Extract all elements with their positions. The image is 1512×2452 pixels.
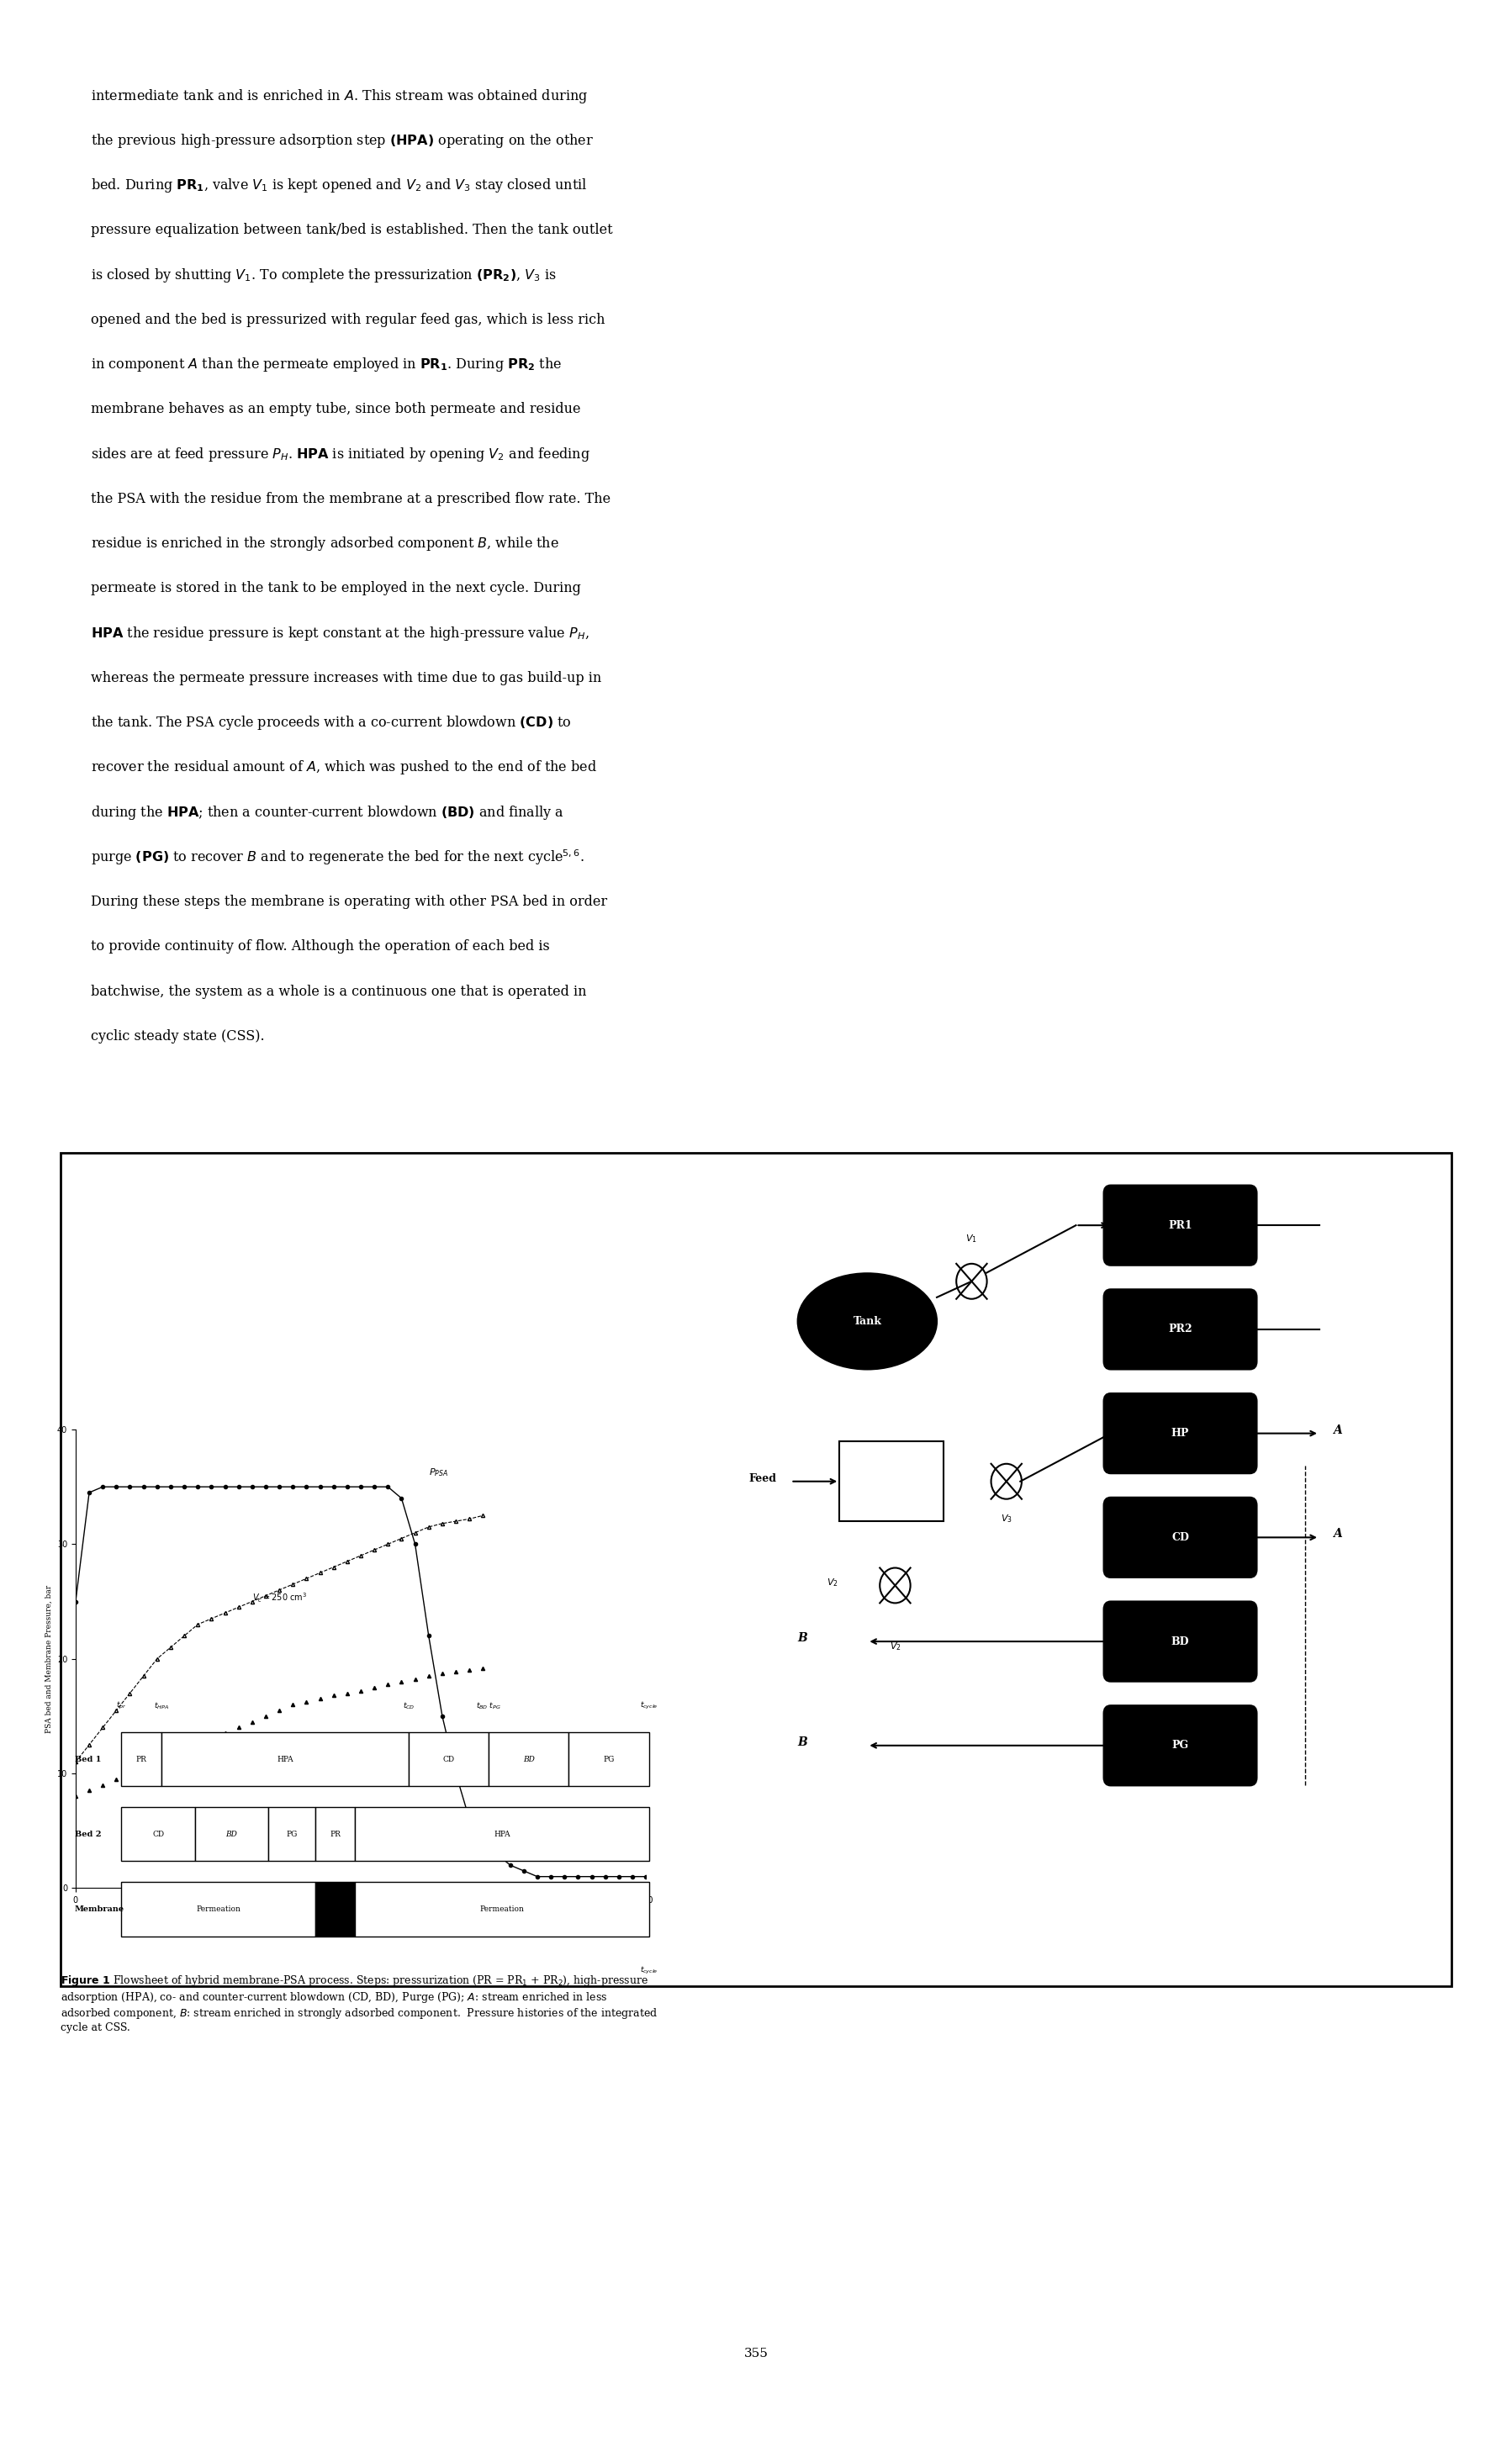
Text: $P_{permeate}$: $P_{permeate}$ (198, 1731, 233, 1743)
Text: $t_{pr}$: $t_{pr}$ (116, 1699, 127, 1711)
Text: bed. During $\mathbf{PR_1}$, valve $\it{V_1}$ is kept opened and $\it{V_2}$ and : bed. During $\mathbf{PR_1}$, valve $\it{… (91, 177, 587, 194)
Bar (355, 1883, 649, 1937)
Text: 355: 355 (744, 2349, 768, 2359)
Text: PR: PR (136, 1756, 147, 1763)
Text: Permeation: Permeation (479, 1905, 525, 1913)
Text: membrane behaves as an empty tube, since both permeate and residue: membrane behaves as an empty tube, since… (91, 402, 581, 417)
Text: intermediate tank and is enriched in $\it{A}$. This stream was obtained during: intermediate tank and is enriched in $\i… (91, 88, 588, 105)
Text: CD: CD (443, 1756, 455, 1763)
Text: $\mathbf{Figure\ 1}$ Flowsheet of hybrid membrane-PSA process. Steps: pressuriza: $\mathbf{Figure\ 1}$ Flowsheet of hybrid… (60, 1974, 658, 2033)
Text: opened and the bed is pressurized with regular feed gas, which is less rich: opened and the bed is pressurized with r… (91, 314, 605, 326)
FancyBboxPatch shape (1104, 1707, 1256, 1785)
Bar (314, 1883, 355, 1937)
Text: $t_{cycle}$: $t_{cycle}$ (640, 1699, 658, 1711)
FancyBboxPatch shape (1104, 1498, 1256, 1577)
Text: whereas the permeate pressure increases with time due to gas build-up in: whereas the permeate pressure increases … (91, 672, 602, 684)
Text: HPA: HPA (494, 1829, 510, 1839)
Bar (121, 1731, 162, 1785)
Text: PR: PR (330, 1829, 340, 1839)
Bar (195, 1807, 268, 1861)
Text: $V_3$: $V_3$ (1001, 1513, 1012, 1525)
Bar (162, 1731, 408, 1785)
Text: HPA: HPA (277, 1756, 293, 1763)
Text: sides are at feed pressure $\it{P_H}$. $\mathbf{HPA}$ is initiated by opening $\: sides are at feed pressure $\it{P_H}$. $… (91, 446, 590, 463)
Text: pressure equalization between tank/bed is established. Then the tank outlet: pressure equalization between tank/bed i… (91, 223, 612, 238)
Text: $\mathbf{HPA}$ the residue pressure is kept constant at the high-pressure value : $\mathbf{HPA}$ the residue pressure is k… (91, 625, 590, 642)
Text: the PSA with the residue from the membrane at a prescribed flow rate. The: the PSA with the residue from the membra… (91, 493, 611, 505)
Bar (355, 1807, 649, 1861)
Text: PG: PG (286, 1829, 298, 1839)
Text: purge $\mathbf{(PG)}$ to recover $\mathbf{\it{B}}$ and to regenerate the bed for: purge $\mathbf{(PG)}$ to recover $\mathb… (91, 848, 584, 866)
Bar (488, 1731, 569, 1785)
Text: A: A (1334, 1528, 1343, 1540)
Text: permeate is stored in the tank to be employed in the next cycle. During: permeate is stored in the tank to be emp… (91, 581, 581, 596)
Text: PG: PG (603, 1756, 614, 1763)
Text: PR2: PR2 (1169, 1324, 1193, 1334)
Bar (569, 1731, 649, 1785)
Text: PG: PG (1172, 1741, 1188, 1751)
Text: PR1: PR1 (1169, 1219, 1193, 1231)
Text: $V_1$: $V_1$ (966, 1233, 977, 1246)
Text: BD: BD (1172, 1635, 1190, 1648)
FancyBboxPatch shape (1104, 1601, 1256, 1682)
Text: $V_2$: $V_2$ (889, 1640, 901, 1653)
Text: $t_{HPA}$: $t_{HPA}$ (154, 1702, 169, 1711)
Text: HP: HP (1172, 1427, 1190, 1439)
FancyBboxPatch shape (1104, 1184, 1256, 1265)
Text: residue is enriched in the strongly adsorbed component $\mathbf{\it{B}}$, while : residue is enriched in the strongly adso… (91, 535, 559, 552)
Text: $V_2$: $V_2$ (827, 1577, 838, 1589)
Text: $P_{PSA}$: $P_{PSA}$ (429, 1466, 448, 1479)
X-axis label: Time, s: Time, s (343, 1910, 378, 1917)
Text: cyclic steady state (CSS).: cyclic steady state (CSS). (91, 1030, 265, 1045)
Text: CD: CD (1172, 1532, 1188, 1542)
Bar (121, 1883, 314, 1937)
Text: Membrane: Membrane (74, 1905, 124, 1913)
Text: recover the residual amount of $\it{A}$, which was pushed to the end of the bed: recover the residual amount of $\it{A}$,… (91, 758, 597, 777)
Text: batchwise, the system as a whole is a continuous one that is operated in: batchwise, the system as a whole is a co… (91, 983, 587, 998)
Text: to provide continuity of flow. Although the operation of each bed is: to provide continuity of flow. Although … (91, 939, 550, 954)
Text: $t_{CD}$: $t_{CD}$ (402, 1702, 414, 1711)
Ellipse shape (798, 1273, 937, 1368)
Bar (121, 1807, 195, 1861)
FancyBboxPatch shape (1104, 1290, 1256, 1368)
Text: BD: BD (225, 1829, 237, 1839)
Text: Feed: Feed (748, 1474, 777, 1483)
Text: Bed 2: Bed 2 (74, 1829, 101, 1839)
Text: the tank. The PSA cycle proceeds with a co-current blowdown $\mathbf{(CD)}$ to: the tank. The PSA cycle proceeds with a … (91, 714, 572, 731)
Text: A: A (1334, 1425, 1343, 1437)
Text: Tank: Tank (853, 1317, 881, 1327)
Text: BD: BD (523, 1756, 535, 1763)
Text: B: B (798, 1736, 807, 1748)
Text: Permeation: Permeation (197, 1905, 240, 1913)
Y-axis label: PSA bed and Membrane Pressure, bar: PSA bed and Membrane Pressure, bar (45, 1584, 53, 1734)
Text: $t_{BD}\ t_{PG}$: $t_{BD}\ t_{PG}$ (476, 1702, 502, 1711)
Text: B: B (798, 1633, 807, 1643)
Text: $t_{cycle}$: $t_{cycle}$ (640, 1964, 658, 1976)
Text: the previous high-pressure adsorption step $\mathbf{(HPA)}$ operating on the oth: the previous high-pressure adsorption st… (91, 132, 594, 150)
Bar (839, 1442, 943, 1520)
Text: is closed by shutting $\it{V_1}$. To complete the pressurization $\mathbf{(PR_2): is closed by shutting $\it{V_1}$. To com… (91, 267, 556, 284)
Text: Bed 1: Bed 1 (74, 1756, 101, 1763)
Text: in component $\it{A}$ than the permeate employed in $\mathbf{PR_1}$. During $\ma: in component $\it{A}$ than the permeate … (91, 356, 562, 373)
Bar (408, 1731, 488, 1785)
Text: $V_c = 2500\ \mathrm{cm}^3$: $V_c = 2500\ \mathrm{cm}^3$ (198, 1763, 259, 1778)
Text: during the $\mathbf{HPA}$; then a counter-current blowdown $\mathbf{(BD)}$ and f: during the $\mathbf{HPA}$; then a counte… (91, 804, 564, 821)
Text: $V_c = 250\ \mathrm{cm}^3$: $V_c = 250\ \mathrm{cm}^3$ (253, 1591, 307, 1604)
Text: CD: CD (153, 1829, 165, 1839)
Text: During these steps the membrane is operating with other PSA bed in order: During these steps the membrane is opera… (91, 895, 608, 910)
Bar (314, 1807, 355, 1861)
Bar (268, 1807, 314, 1861)
FancyBboxPatch shape (1104, 1393, 1256, 1474)
